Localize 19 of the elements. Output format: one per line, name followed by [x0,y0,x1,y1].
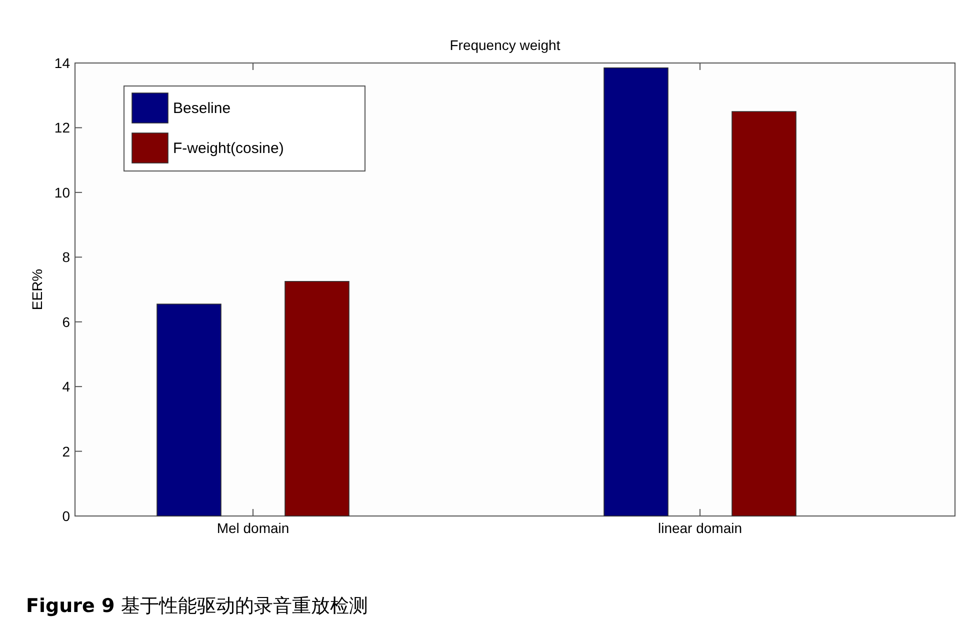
text: Figure 9 基于性能驱动的录音重放检测 [26,595,368,617]
bar [284,281,350,516]
y-axis-title: EER% [29,268,45,310]
x-tick-label: Mel domain [216,520,290,536]
y-tick-label: 6 [62,314,70,330]
y-tick-label: 8 [62,249,70,266]
y-tick-label: 10 [54,184,70,200]
y-tick-label: 14 [54,55,70,71]
legend-label: Beseline [173,100,231,117]
y-tick-label: 4 [62,378,70,395]
bar [732,111,796,516]
bar [156,304,222,516]
bar [604,67,668,516]
legend-label: F-weight(cosine) [173,140,284,157]
y-tick-label: 0 [62,508,70,524]
x-tick-label: linear domain [658,520,742,536]
y-tick-label: 2 [62,443,70,460]
chart-title: Frequency weight [450,37,560,53]
y-tick-label: 12 [54,120,70,136]
